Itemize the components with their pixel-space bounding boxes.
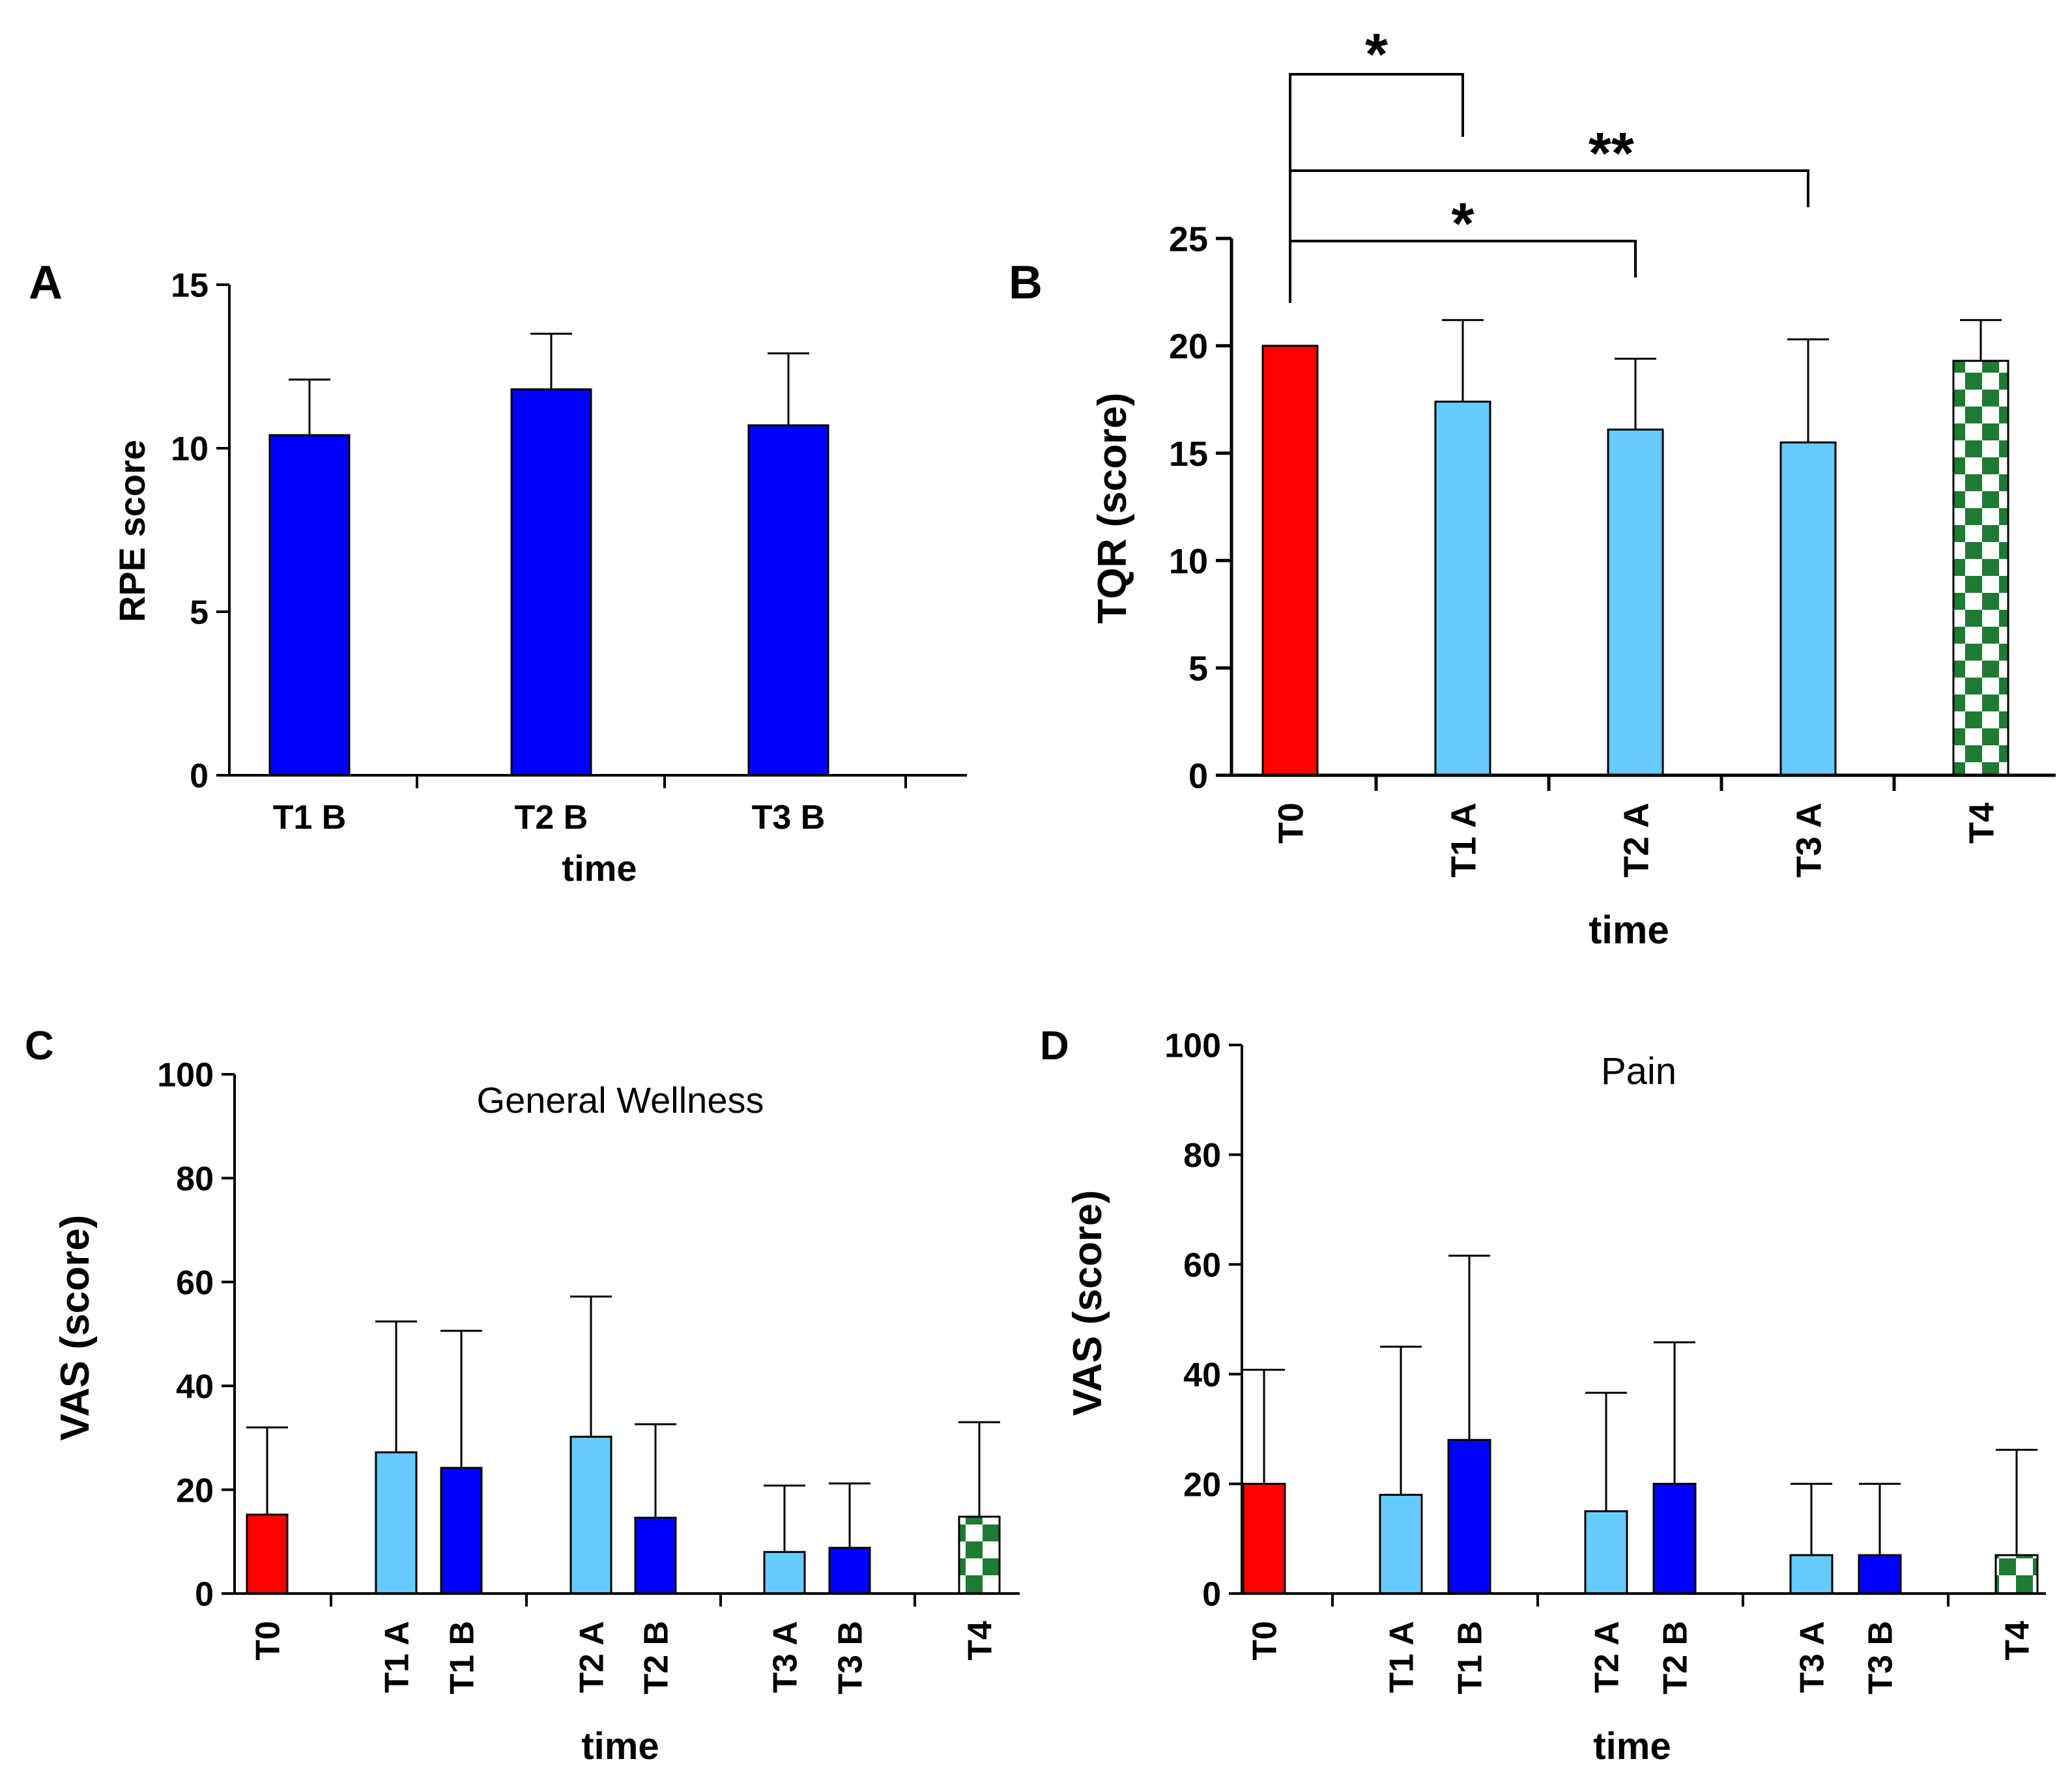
panel-d-xlabel: time (1593, 1725, 1671, 1767)
panel-b-significance-label-2: * (1451, 192, 1474, 257)
panel-c: C T0 T1 A T1 B T2 A T2 B T3 A T3 B T4 0 20 40 60 80 1… (25, 1023, 1020, 1767)
panel-c-xlabel: time (581, 1725, 659, 1767)
panel-a-ytick-label-2: 10 (171, 431, 209, 468)
panel-b-xlabel: time (1589, 908, 1669, 952)
panel-d-title: Pain (1601, 1050, 1676, 1093)
panel-d-xtick-label-2: T1 B (1452, 1621, 1489, 1695)
panel-a-xtick-label-2: T3 B (752, 799, 826, 837)
panel-b-ytick-label-2: 10 (1169, 542, 1208, 581)
panel-d-ytick-label-4: 80 (1183, 1137, 1221, 1175)
panel-b-xtick-label-3: T3 A (1789, 803, 1828, 878)
panel-d-bar-4 (1652, 1483, 1697, 1595)
panel-a-bar-0 (268, 434, 351, 777)
panel-c-bar-3 (569, 1435, 612, 1595)
panel-a: A T1 B T2 B T3 B 0 5 10 15 time RPE score (29, 257, 967, 889)
panel-a-label: A (29, 257, 63, 309)
panel-d-label: D (1040, 1023, 1069, 1068)
panel-d-plot: T0 T1 A T1 B T2 A T2 B T3 A T3 B T4 0 20 40 60 80 100 (1164, 1027, 2046, 1695)
panel-b-significance-label-1: ** (1589, 121, 1634, 186)
panel-c-xtick-label-0: T0 (250, 1621, 287, 1661)
panel-c-ytick-label-0: 0 (195, 1576, 214, 1614)
panel-c-bar-0 (246, 1513, 289, 1595)
panel-b-significance-label-0: * (1365, 22, 1388, 87)
panel-c-bar-5 (763, 1551, 806, 1595)
panel-d-ytick-label-5: 100 (1164, 1027, 1221, 1065)
panel-c-xtick-label-5: T3 A (767, 1621, 805, 1693)
panel-c-plot: T0 T1 A T1 B T2 A T2 B T3 A T3 B T4 0 20 40 60 80 100 (157, 1057, 1020, 1695)
panel-d-bar-3 (1584, 1510, 1628, 1595)
panel-c-bar-7 (958, 1515, 1001, 1595)
panel-b-significance-bracket-0 (1289, 73, 1464, 303)
panel-c-ytick-label-2: 40 (176, 1368, 214, 1406)
panel-c-xtick-label-1: T1 A (379, 1621, 416, 1693)
panel-c-xtick-label-6: T3 B (832, 1621, 870, 1695)
panel-c-ylabel: VAS (score) (53, 1215, 98, 1441)
panel-d-ytick-label-0: 0 (1202, 1576, 1221, 1614)
panel-c-xtick-label-3: T2 A (573, 1621, 611, 1693)
panel-c-label: C (25, 1023, 54, 1068)
panel-c-xtick-label-7: T4 (962, 1621, 1000, 1661)
panel-d-xtick-label-0: T0 (1246, 1621, 1284, 1661)
panel-b-ytick-label-5: 25 (1169, 220, 1208, 259)
panel-d-xtick-label-6: T3 B (1862, 1621, 1900, 1695)
panel-a-plot: T1 B T2 B T3 B 0 5 10 15 (171, 267, 967, 837)
panel-d-xtick-label-1: T1 A (1383, 1621, 1421, 1693)
panel-d-bar-5 (1789, 1554, 1834, 1595)
panel-a-bar-1 (510, 388, 592, 777)
panel-b-bar-1 (1434, 400, 1491, 777)
panel-c-bar-6 (828, 1547, 871, 1595)
panel-a-bar-2 (747, 424, 829, 777)
panel-d-bar-1 (1379, 1493, 1423, 1595)
panel-c-ytick-label-3: 60 (176, 1265, 214, 1302)
panel-d-xtick-label-5: T3 A (1794, 1621, 1832, 1693)
panel-b-xtick-label-2: T2 A (1617, 803, 1656, 878)
panel-b-ytick-label-4: 20 (1169, 327, 1208, 366)
panel-b-xtick-label-4: T4 (1962, 803, 2001, 844)
panel-b-ytick-label-0: 0 (1188, 756, 1208, 795)
panel-d-bar-0 (1242, 1483, 1286, 1595)
panel-d-bar-6 (1858, 1554, 1902, 1595)
panel-d-xtick-label-7: T4 (1999, 1621, 2037, 1661)
panel-a-xlabel: time (562, 848, 637, 889)
panel-c-xtick-label-2: T1 B (444, 1621, 482, 1695)
panel-b-xtick-label-1: T1 A (1444, 803, 1483, 878)
panel-b-significance-bracket-1 (1290, 169, 1809, 207)
panel-d-ytick-label-3: 60 (1183, 1247, 1221, 1285)
panel-d-xtick-label-3: T2 A (1589, 1621, 1626, 1693)
panel-a-xtick-label-1: T2 B (515, 799, 588, 837)
panel-c-bar-4 (634, 1517, 677, 1595)
panel-d-ylabel: VAS (score) (1065, 1190, 1110, 1416)
panel-a-ylabel: RPE score (111, 440, 152, 622)
panel-d-bar-7 (1994, 1554, 2039, 1595)
panel-d-bar-2 (1447, 1438, 1491, 1595)
panel-c-ytick-label-5: 100 (157, 1057, 214, 1094)
panel-b-bar-3 (1779, 441, 1837, 777)
panel-d-xtick-label-4: T2 B (1657, 1621, 1695, 1695)
panel-c-xtick-label-4: T2 B (638, 1621, 676, 1695)
panel-b-ytick-label-3: 15 (1169, 435, 1208, 474)
panel-d: D T0 T1 A T1 B T2 A T2 B T3 A T3 B T4 0 20 40 60 80 1… (1040, 1023, 2046, 1767)
panel-c-title: General Wellness (477, 1080, 764, 1121)
panel-b-bar-0 (1261, 345, 1319, 777)
panel-c-ytick-label-4: 80 (176, 1160, 214, 1198)
panel-a-ytick-label-3: 15 (171, 267, 209, 305)
panel-b-significance-bracket-2 (1290, 240, 1637, 278)
panel-c-bar-2 (440, 1466, 483, 1595)
panel-a-ytick-label-1: 5 (190, 594, 209, 632)
panel-c-ytick-label-1: 20 (176, 1472, 214, 1509)
panel-b-xtick-label-0: T0 (1271, 803, 1310, 844)
panel-a-ytick-label-0: 0 (190, 758, 209, 795)
panel-c-bar-1 (375, 1451, 418, 1595)
panel-b-label: B (1009, 257, 1043, 309)
panel-b-ylabel: TQR (score) (1090, 393, 1135, 624)
panel-b-bar-4 (1952, 360, 2009, 777)
panel-a-xtick-label-0: T1 B (273, 799, 347, 837)
panel-d-ytick-label-2: 40 (1183, 1356, 1221, 1394)
panel-d-ytick-label-1: 20 (1183, 1466, 1221, 1504)
panel-b-bar-2 (1607, 428, 1664, 777)
panel-b-ytick-label-1: 5 (1188, 650, 1208, 689)
